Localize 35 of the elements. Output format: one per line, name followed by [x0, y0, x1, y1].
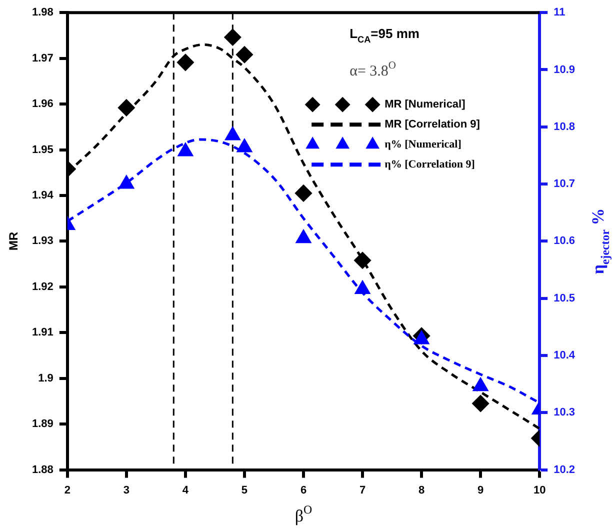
x-tick-label: 6: [300, 484, 307, 496]
y-tick-label: 1.91: [32, 326, 54, 339]
x-tick-label: 3: [123, 484, 130, 496]
x-tick-label: 10: [533, 484, 546, 496]
y-tick-label: 1.98: [32, 6, 54, 19]
legend-label: MR [Correlation 9]: [384, 118, 480, 131]
y-tick-label: 1.9: [38, 372, 54, 384]
legend-label: η% [Correlation 9]: [384, 158, 475, 170]
x-tick-label: 2: [64, 484, 70, 496]
x-tick-label: 7: [359, 484, 366, 496]
y2-tick-label: 10.7: [554, 178, 576, 190]
y-tick-label: 1.95: [32, 144, 54, 156]
y-tick-label: 1.88: [32, 464, 54, 476]
legend-label: MR [Numerical]: [384, 98, 466, 111]
y-tick-label: 1.94: [32, 190, 54, 202]
y2-tick-label: 10.6: [554, 235, 576, 248]
y2-tick-label: 11: [554, 6, 566, 19]
legend-label: η% [Numerical]: [384, 138, 462, 150]
x-tick-label: 9: [478, 484, 484, 496]
y-tick-label: 1.92: [32, 280, 54, 293]
y2-tick-label: 10.5: [554, 292, 576, 304]
y-tick-label: 1.97: [32, 52, 54, 64]
y2-tick-label: 10.4: [554, 350, 576, 362]
x-tick-label: 4: [182, 484, 190, 496]
x-tick-label: 5: [241, 484, 248, 496]
y2-tick-label: 10.8: [554, 120, 576, 133]
y-tick-label: 1.96: [32, 98, 54, 110]
y2-axis-title: ηejector %: [588, 208, 612, 274]
y2-tick-label: 10.2: [554, 464, 576, 476]
y-axis-title: MR: [6, 232, 20, 251]
y2-tick-label: 10.9: [554, 64, 576, 76]
y-tick-label: 1.89: [32, 418, 54, 430]
y2-tick-label: 10.3: [554, 406, 576, 419]
x-tick-label: 8: [418, 484, 425, 496]
y-tick-label: 1.93: [32, 235, 54, 248]
